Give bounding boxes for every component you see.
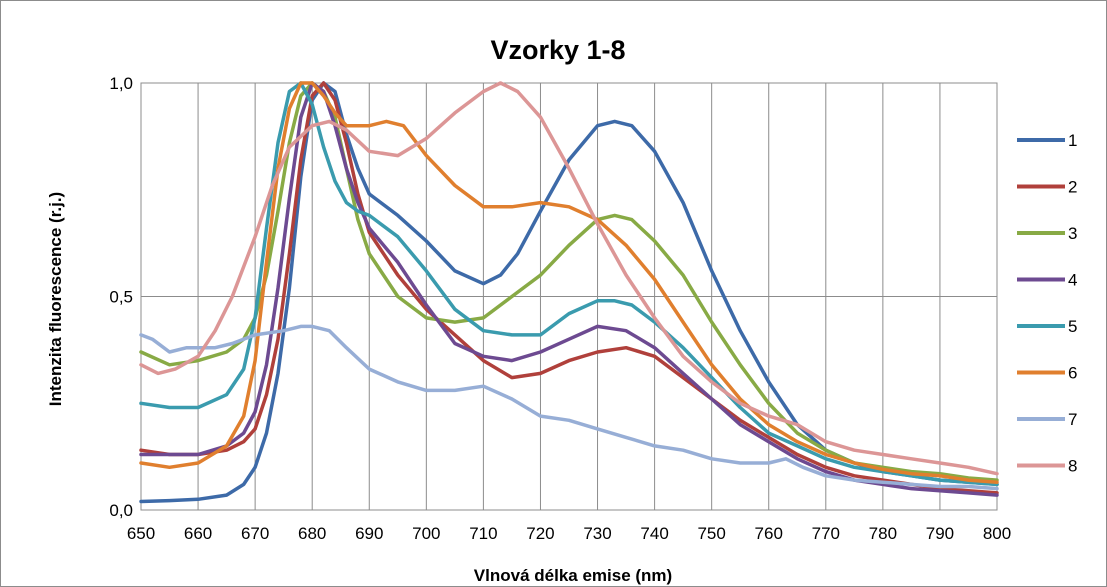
series-line-7 [139,324,999,491]
x-axis-title: Vlnová délka emise (nm) [474,566,672,585]
legend-label-2: 2 [1068,178,1077,197]
x-tick-label: 790 [926,524,954,543]
x-tick-label: 680 [298,524,326,543]
x-tick-label: 750 [697,524,725,543]
plot-area-frame [140,82,998,511]
series-line-5 [139,81,999,487]
y-tick-label: 0,0 [109,501,133,520]
legend-label-5: 5 [1068,317,1077,336]
x-tick-label: 780 [869,524,897,543]
x-tick-label: 660 [184,524,212,543]
x-axis-ticks: 650 660 670 680 690 700 710 720 730 740 750 760 770 7… [127,524,1011,543]
legend-label-4: 4 [1068,271,1077,290]
legend-label-7: 7 [1068,410,1077,429]
series-line-4 [139,81,999,497]
x-tick-label: 770 [812,524,840,543]
y-axis-ticks: 0,0 0,5 1,0 [109,74,133,520]
grid-lines [140,82,998,511]
x-tick-label: 720 [526,524,554,543]
y-tick-label: 0,5 [109,288,133,307]
legend: 1 2 3 4 5 6 7 8 [1017,131,1077,476]
series-line-3 [139,81,999,482]
y-axis-title: Intenzita fluorescence (r.j.) [46,192,65,406]
x-tick-label: 800 [983,524,1011,543]
x-tick-label: 760 [755,524,783,543]
x-tick-label: 650 [127,524,155,543]
series-lines [139,81,999,504]
legend-label-1: 1 [1068,131,1077,150]
legend-label-8: 8 [1068,457,1077,476]
series-line-8 [139,81,999,476]
chart-title: Vzorky 1-8 [490,35,625,65]
x-tick-label: 730 [583,524,611,543]
series-line-6 [139,81,999,484]
series-line-1 [139,81,999,504]
y-tick-label: 1,0 [109,74,133,93]
x-tick-label: 710 [469,524,497,543]
series-line-2 [139,81,999,495]
x-tick-label: 690 [355,524,383,543]
x-tick-label: 740 [640,524,668,543]
legend-label-6: 6 [1068,364,1077,383]
x-tick-label: 670 [241,524,269,543]
x-tick-label: 700 [412,524,440,543]
legend-label-3: 3 [1068,224,1077,243]
